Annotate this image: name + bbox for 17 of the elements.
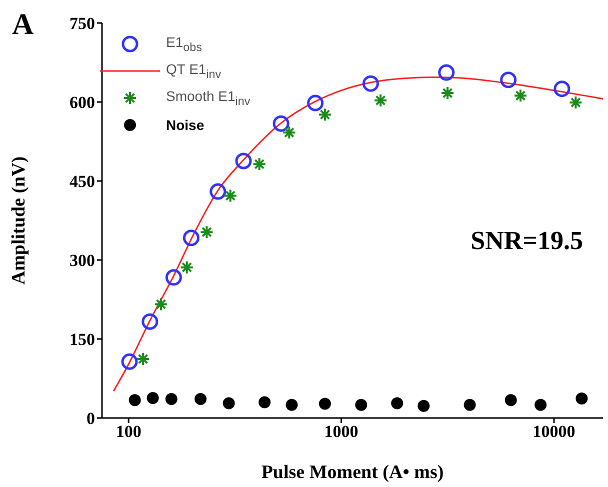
y-tick-label: 150 — [70, 330, 95, 350]
x-tick-label: 1000 — [324, 422, 358, 442]
y-tick-label: 0 — [86, 409, 95, 428]
y-axis-title: Amplitude (nV) — [8, 156, 30, 285]
legend-label: QT E1$_{inv}$ — [166, 60, 222, 80]
legend-label: E1$_{obs}$ — [166, 34, 202, 54]
y-tick-label: 600 — [70, 93, 95, 112]
x-tick-label: 100 — [116, 422, 142, 442]
y-tick-label: 300 — [70, 251, 95, 270]
x-tick-label: 10000 — [532, 422, 576, 442]
legend-label: Smooth E1$_{inv}$ — [166, 88, 250, 108]
y-tick-label: 750 — [70, 14, 95, 34]
y-tick-label: 450 — [70, 172, 95, 192]
legend-label: Noise — [166, 116, 204, 132]
x-axis-title: Pulse Moment (A• ms) — [261, 462, 444, 483]
text: A — [12, 8, 34, 42]
annotation: SNR=19.5 — [470, 226, 583, 256]
